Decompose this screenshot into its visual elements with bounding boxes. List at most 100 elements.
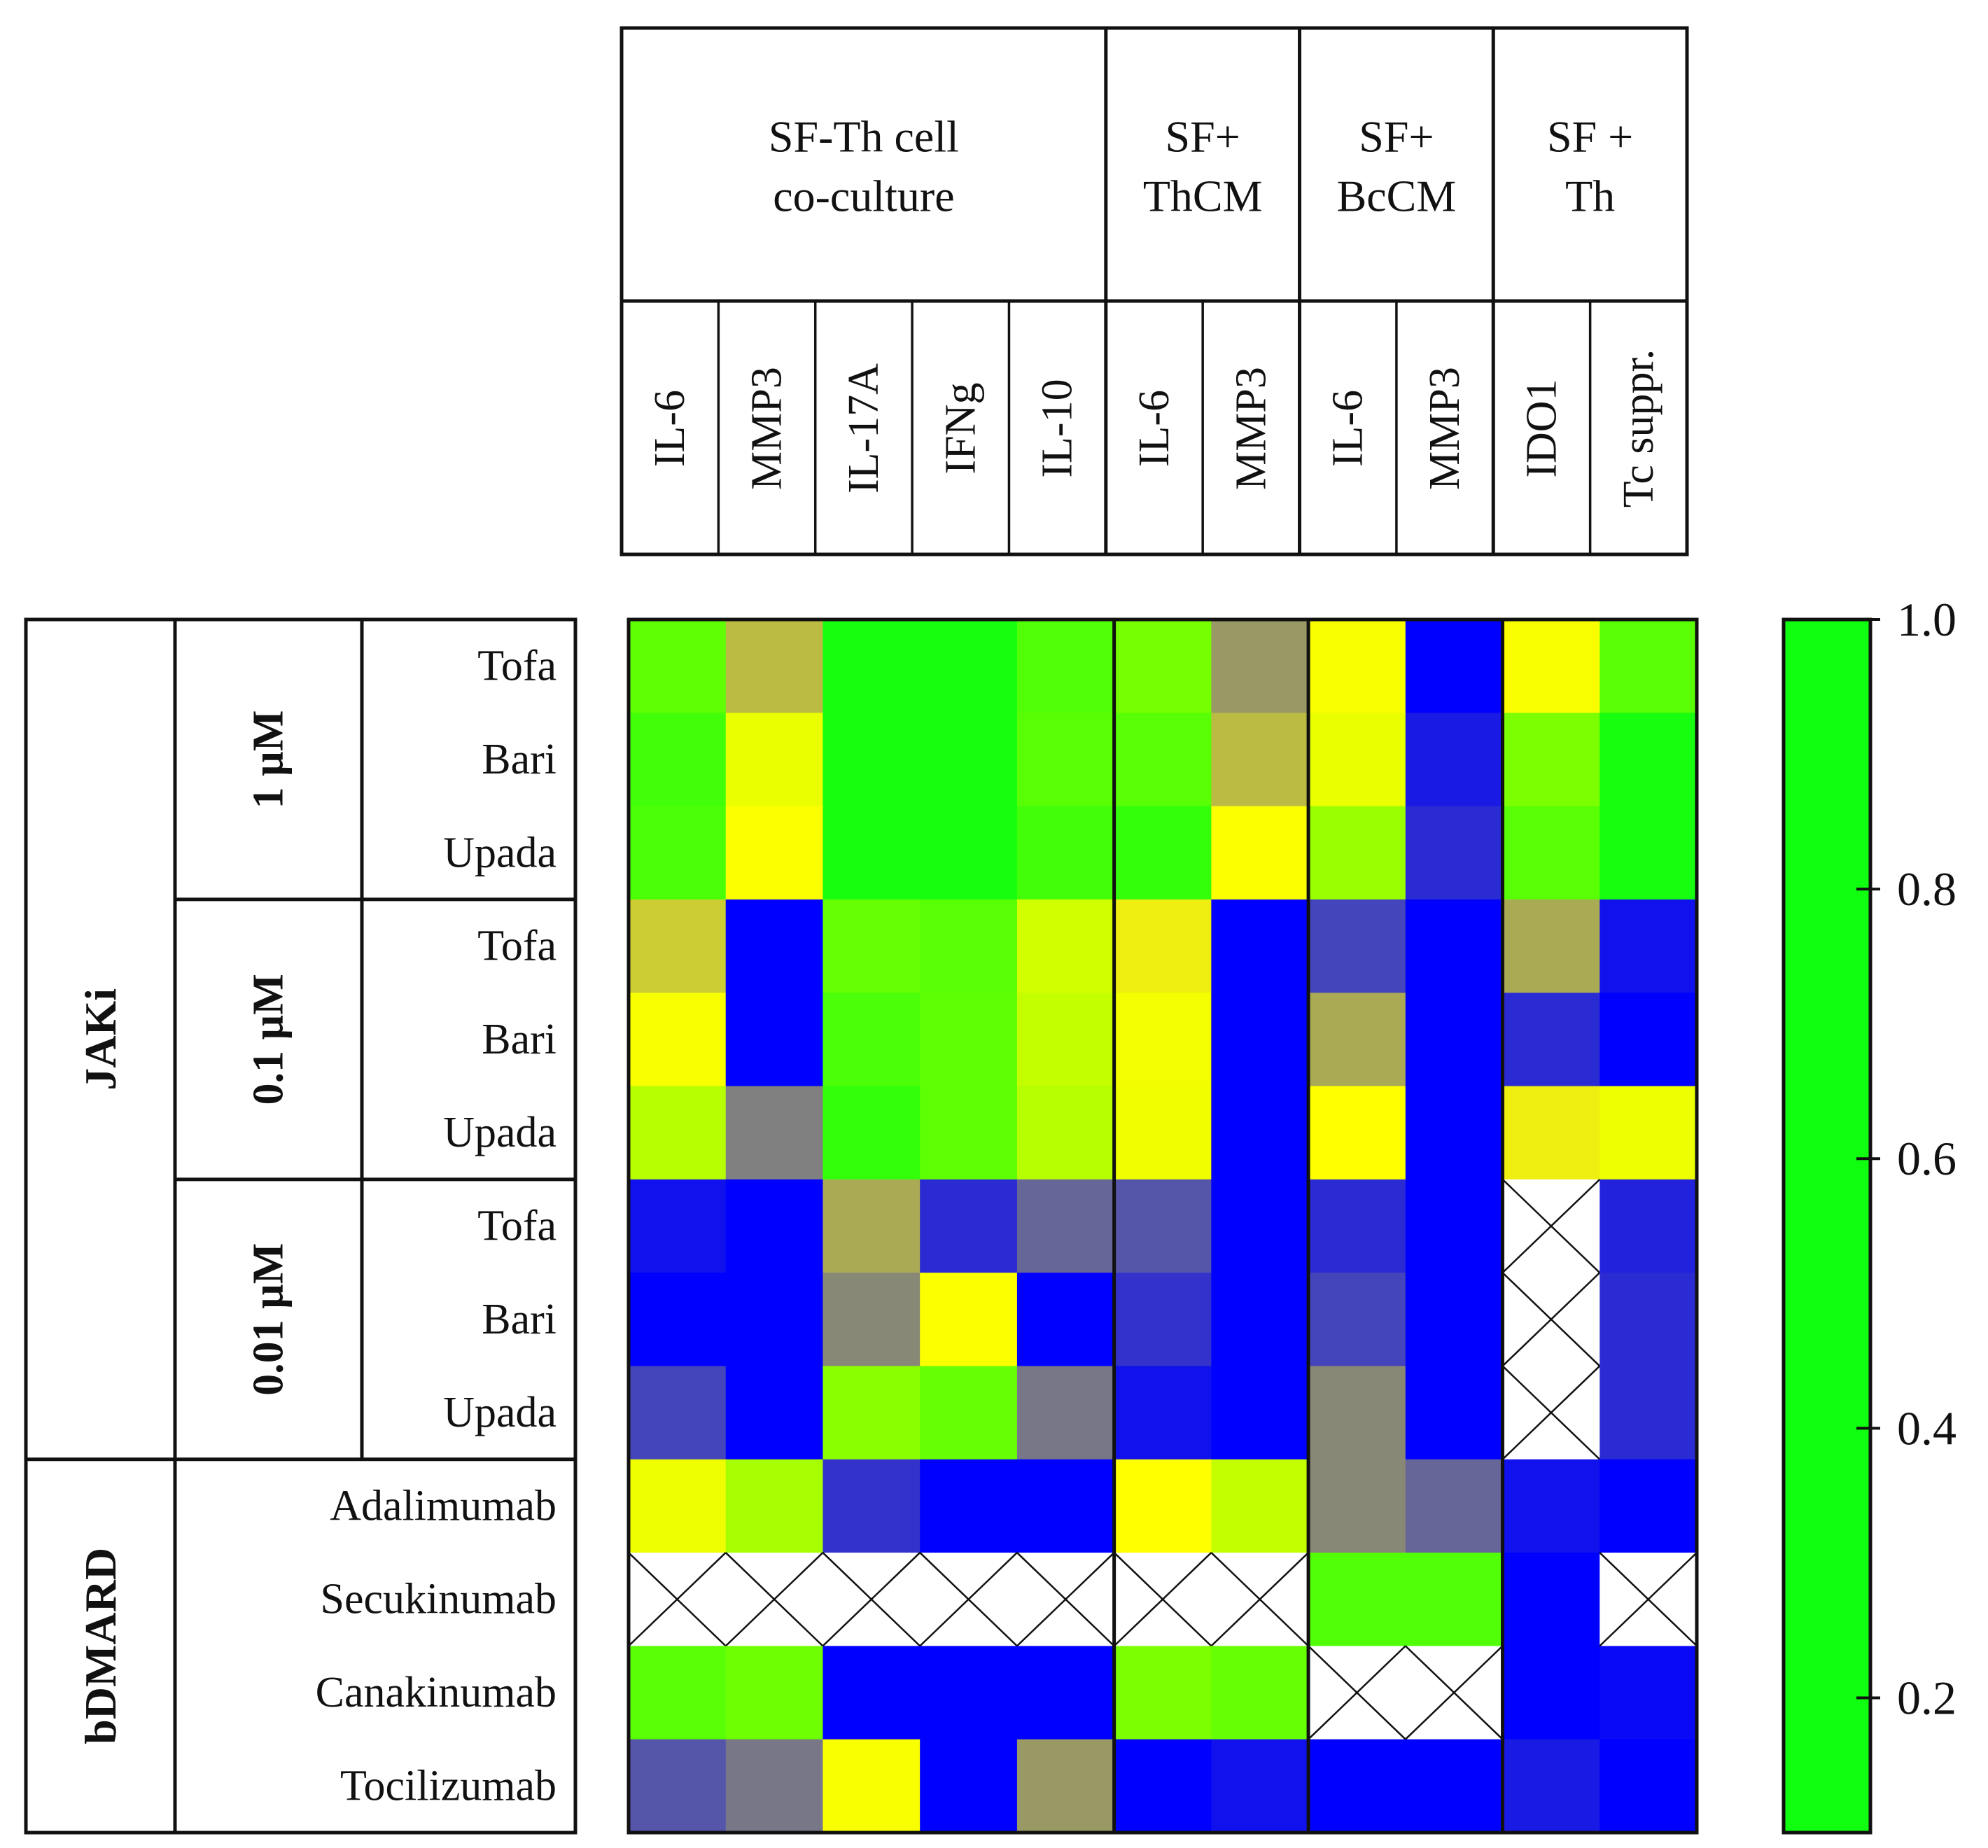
heatmap-cell [1211,993,1309,1087]
missing-cross-line [919,1552,1018,1647]
missing-cell [724,1552,824,1647]
heatmap-cell [1114,620,1212,714]
group-header-line1: SF+ [1359,112,1434,162]
column-header-table: SF-Th cell co-culture SF+ ThCM SF+ BcCM SF + Th… [620,26,1689,556]
heatmap-cell [629,899,727,994]
heatmap-cell [920,1459,1018,1553]
missing-cell [822,1552,921,1647]
column-header-label: IL-6 [1130,390,1178,467]
heatmap-cell [629,1739,727,1833]
heatmap-cell [1405,713,1504,807]
heatmap-cell [1114,899,1212,994]
group-header-line2: Th [1565,172,1615,221]
heatmap-cell [822,1646,920,1740]
heatmap-cell [1211,806,1309,900]
heatmap-cell [822,1179,920,1273]
heatmap-cell [1211,1739,1309,1833]
group-header: SF-Th cell co-culture [769,112,959,221]
missing-cross-line [1210,1552,1309,1647]
heatmap-cell [1502,620,1601,714]
heatmap-cell [1600,1179,1698,1273]
heatmap-cell [1502,713,1601,807]
heatmap-cell [1016,1459,1115,1553]
missing-cross-line [1599,1552,1698,1647]
row-label: Tofa [477,923,556,970]
heatmap-cell [1502,1086,1601,1180]
heatmap-cell [822,713,920,807]
colorbar-bar [1782,617,1872,1835]
missing-cell [1404,1645,1504,1740]
heatmap-cell [1016,899,1115,994]
heatmap-cell [1308,713,1406,807]
group-header-line2: ThCM [1143,172,1263,221]
row-header-frame [24,617,578,1835]
heatmap-cell [1016,993,1115,1087]
column-header-label: IDO1 [1518,379,1565,477]
heatmap-cell [1502,1739,1601,1833]
heatmap-cell [1016,1366,1115,1460]
heatmap-cell [1308,1553,1406,1647]
missing-cross-line [1502,1178,1601,1274]
heatmap-cell [629,1459,727,1553]
column-header-label: MMP3 [1421,367,1469,490]
heatmap-cell [1405,1553,1504,1647]
heatmap-cell [1502,1646,1601,1740]
heatmap-cell [1308,1459,1406,1553]
heatmap-cell [725,713,824,807]
heatmap-cell [1502,1553,1601,1647]
heatmap-cell [1308,620,1406,714]
heatmap-cell [1405,1459,1504,1553]
missing-cell [1502,1365,1601,1460]
group-header-line1: SF + [1547,112,1633,162]
heatmap-cell [629,1273,727,1367]
heatmap-cell [629,1179,727,1273]
heatmap-cell [725,1366,824,1460]
heatmap-cell [1600,1366,1698,1460]
heatmap-cell [1600,899,1698,994]
missing-cell [1502,1272,1601,1367]
colorbar-tick-label: 0.6 [1897,1132,1956,1185]
heatmap-cell [629,806,727,900]
heatmap-cell [1600,1459,1698,1553]
column-header-label: IFNg [937,383,984,475]
heatmap-cell [1600,806,1698,900]
missing-cross-line [1308,1645,1406,1740]
heatmap-cell [1308,1086,1406,1180]
column-header-label: Tc suppr. [1615,349,1662,507]
column-header-label: IL-17A [840,363,888,493]
row-label: Canakinumab [316,1669,556,1716]
heatmap-cell [1211,620,1309,714]
heatmap-cell [1114,1739,1212,1833]
heatmap-cell [725,806,824,900]
group-header-line2: BcCM [1337,172,1457,221]
heatmap-cell [1405,993,1504,1087]
heatmap-cell [1308,806,1406,900]
heatmap-cell [1308,1273,1406,1367]
missing-cell [628,1552,727,1647]
heatmap-cell [920,1086,1018,1180]
heatmap-cell [920,1366,1018,1460]
heatmap-cell [1016,1086,1115,1180]
heatmap-cell [1405,1273,1504,1367]
heatmap-cell [1405,1086,1504,1180]
heatmap-cell [1502,1459,1601,1553]
missing-cell [919,1552,1018,1647]
missing-cross-line [724,1552,824,1647]
heatmap-cell [822,1273,920,1367]
row-subgroup-label: 0.01 µM [245,1243,293,1396]
heatmap-cell [1114,993,1212,1087]
heatmap-cell [1405,620,1504,714]
missing-cross-line [628,1552,727,1647]
heatmap-cell [1016,1179,1115,1273]
heatmap-cell [1308,993,1406,1087]
heatmap-cell [920,993,1018,1087]
heatmap-cell [725,1179,824,1273]
heatmap-cell [920,620,1018,714]
row-label: Upada [443,1109,556,1156]
heatmap-cell [725,1739,824,1833]
heatmap-cell [1502,899,1601,994]
heatmap-cell [1016,1739,1115,1833]
missing-cell [1308,1645,1406,1740]
heatmap-cell [1114,1179,1212,1273]
group-header: SF + Th [1547,112,1633,221]
